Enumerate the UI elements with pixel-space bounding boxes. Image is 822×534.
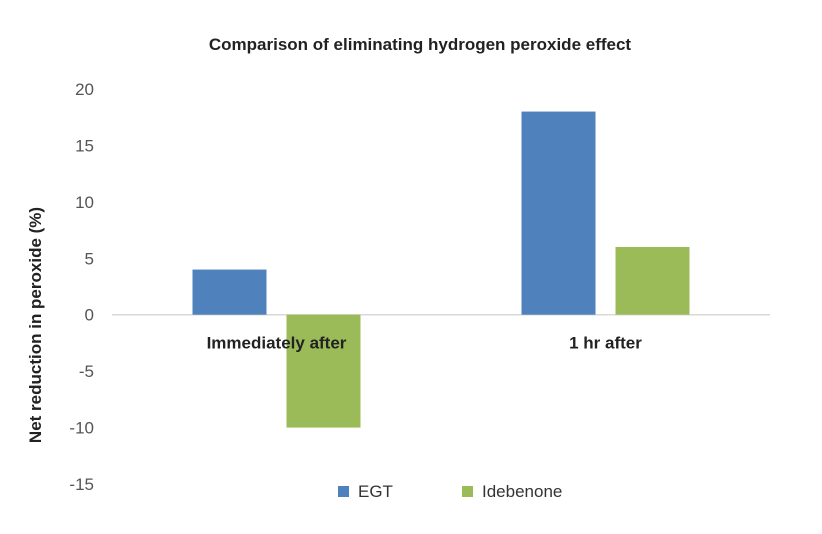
- y-tick-label: 15: [75, 136, 94, 155]
- y-tick-label: 20: [75, 80, 94, 99]
- y-tick-label: -5: [79, 362, 94, 381]
- legend-swatch: [338, 486, 349, 497]
- y-tick-label: 0: [85, 306, 94, 325]
- x-axis-categories: Immediately after 1 hr after: [207, 334, 643, 353]
- bar-egt-1: [521, 111, 596, 315]
- bar-idebenone-0: [286, 314, 361, 428]
- y-tick-label: -10: [69, 419, 94, 438]
- bars: [192, 111, 690, 428]
- y-tick-label: 5: [85, 249, 94, 268]
- y-tick-label: -15: [69, 475, 94, 494]
- category-label: 1 hr after: [569, 334, 642, 353]
- y-axis-label: Net reduction in peroxide (%): [26, 207, 45, 443]
- chart-title: Comparison of eliminating hydrogen perox…: [209, 35, 632, 54]
- legend-swatch: [462, 486, 473, 497]
- category-label: Immediately after: [207, 334, 347, 353]
- legend-label: EGT: [358, 482, 393, 501]
- bar-idebenone-1: [615, 247, 690, 315]
- y-tick-label: 10: [75, 193, 94, 212]
- legend: EGT Idebenone: [338, 482, 562, 501]
- bar-egt-0: [192, 269, 267, 315]
- y-axis-ticks: 20 15 10 5 0 -5 -10 -15: [69, 80, 94, 494]
- legend-label: Idebenone: [482, 482, 562, 501]
